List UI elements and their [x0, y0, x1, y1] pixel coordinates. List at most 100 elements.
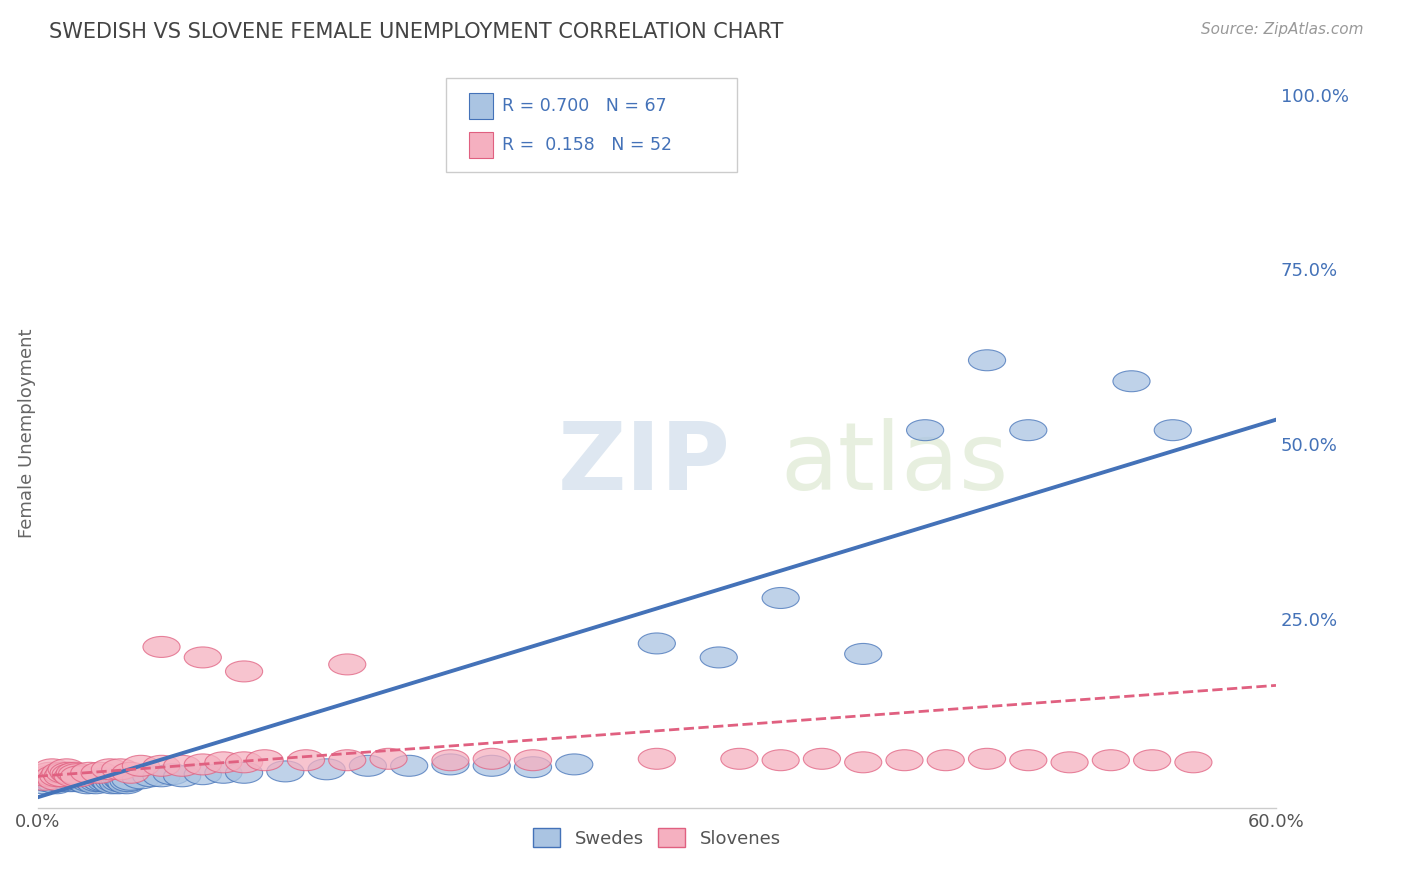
- Ellipse shape: [101, 771, 139, 792]
- Ellipse shape: [515, 749, 551, 771]
- Ellipse shape: [1052, 752, 1088, 772]
- Ellipse shape: [38, 769, 75, 790]
- Ellipse shape: [246, 749, 283, 771]
- Ellipse shape: [55, 766, 91, 787]
- Ellipse shape: [82, 763, 118, 783]
- Ellipse shape: [52, 764, 90, 785]
- Ellipse shape: [90, 769, 127, 790]
- Ellipse shape: [35, 771, 73, 792]
- Ellipse shape: [122, 768, 159, 789]
- Ellipse shape: [39, 769, 77, 790]
- Ellipse shape: [132, 766, 170, 787]
- Ellipse shape: [329, 749, 366, 771]
- Ellipse shape: [70, 763, 108, 783]
- Ellipse shape: [225, 661, 263, 681]
- Ellipse shape: [1092, 749, 1129, 771]
- Ellipse shape: [79, 771, 117, 792]
- Ellipse shape: [927, 749, 965, 771]
- Ellipse shape: [515, 756, 551, 778]
- Ellipse shape: [1010, 749, 1047, 771]
- Ellipse shape: [349, 756, 387, 776]
- Ellipse shape: [1114, 371, 1150, 392]
- Ellipse shape: [46, 766, 83, 787]
- Legend: Swedes, Slovenes: Swedes, Slovenes: [526, 821, 787, 855]
- Ellipse shape: [69, 772, 105, 794]
- Ellipse shape: [91, 771, 128, 792]
- Ellipse shape: [100, 772, 136, 794]
- Ellipse shape: [51, 763, 87, 783]
- Ellipse shape: [70, 771, 108, 792]
- Ellipse shape: [432, 754, 470, 775]
- Ellipse shape: [93, 772, 131, 794]
- Ellipse shape: [907, 420, 943, 441]
- Ellipse shape: [55, 769, 91, 790]
- Ellipse shape: [25, 772, 62, 794]
- Ellipse shape: [91, 759, 128, 780]
- Y-axis label: Female Unemployment: Female Unemployment: [18, 329, 35, 539]
- Ellipse shape: [56, 763, 93, 783]
- Ellipse shape: [555, 754, 593, 775]
- Ellipse shape: [969, 748, 1005, 769]
- Ellipse shape: [38, 772, 75, 794]
- Ellipse shape: [762, 588, 799, 608]
- Bar: [468, 132, 494, 159]
- Ellipse shape: [77, 772, 114, 794]
- Ellipse shape: [1154, 420, 1191, 441]
- Ellipse shape: [52, 771, 90, 792]
- Ellipse shape: [48, 769, 86, 790]
- Ellipse shape: [845, 752, 882, 772]
- Ellipse shape: [110, 771, 148, 792]
- Ellipse shape: [112, 769, 149, 790]
- Ellipse shape: [112, 763, 149, 783]
- Ellipse shape: [39, 766, 77, 787]
- Text: R =  0.158   N = 52: R = 0.158 N = 52: [502, 136, 672, 154]
- Ellipse shape: [287, 749, 325, 771]
- Text: SWEDISH VS SLOVENE FEMALE UNEMPLOYMENT CORRELATION CHART: SWEDISH VS SLOVENE FEMALE UNEMPLOYMENT C…: [49, 22, 783, 42]
- Ellipse shape: [845, 643, 882, 665]
- Ellipse shape: [329, 654, 366, 675]
- Ellipse shape: [225, 763, 263, 783]
- Ellipse shape: [163, 756, 201, 776]
- Ellipse shape: [969, 350, 1005, 371]
- Ellipse shape: [46, 763, 83, 783]
- Ellipse shape: [803, 748, 841, 769]
- Ellipse shape: [886, 749, 924, 771]
- Ellipse shape: [35, 766, 73, 787]
- Text: ZIP: ZIP: [558, 417, 731, 509]
- Ellipse shape: [762, 749, 799, 771]
- Ellipse shape: [58, 764, 96, 785]
- Ellipse shape: [108, 772, 145, 794]
- FancyBboxPatch shape: [446, 78, 737, 172]
- Text: R = 0.700   N = 67: R = 0.700 N = 67: [502, 97, 666, 115]
- Ellipse shape: [42, 771, 79, 792]
- Ellipse shape: [638, 633, 675, 654]
- Ellipse shape: [225, 752, 263, 772]
- Ellipse shape: [721, 748, 758, 769]
- Bar: [468, 94, 494, 120]
- Ellipse shape: [34, 759, 70, 780]
- Ellipse shape: [308, 759, 346, 780]
- Ellipse shape: [205, 763, 242, 783]
- Ellipse shape: [391, 756, 427, 776]
- Ellipse shape: [474, 756, 510, 776]
- Ellipse shape: [51, 768, 87, 789]
- Ellipse shape: [73, 769, 110, 790]
- Ellipse shape: [62, 768, 100, 789]
- Ellipse shape: [83, 771, 121, 792]
- Ellipse shape: [122, 756, 159, 776]
- Ellipse shape: [163, 766, 201, 787]
- Ellipse shape: [105, 771, 143, 792]
- Ellipse shape: [56, 768, 93, 789]
- Ellipse shape: [87, 771, 124, 792]
- Ellipse shape: [474, 748, 510, 769]
- Ellipse shape: [75, 771, 112, 792]
- Ellipse shape: [82, 769, 118, 790]
- Ellipse shape: [60, 769, 97, 790]
- Ellipse shape: [143, 766, 180, 787]
- Ellipse shape: [1175, 752, 1212, 772]
- Ellipse shape: [184, 647, 221, 668]
- Ellipse shape: [432, 749, 470, 771]
- Ellipse shape: [143, 756, 180, 776]
- Ellipse shape: [48, 759, 86, 780]
- Ellipse shape: [31, 769, 69, 790]
